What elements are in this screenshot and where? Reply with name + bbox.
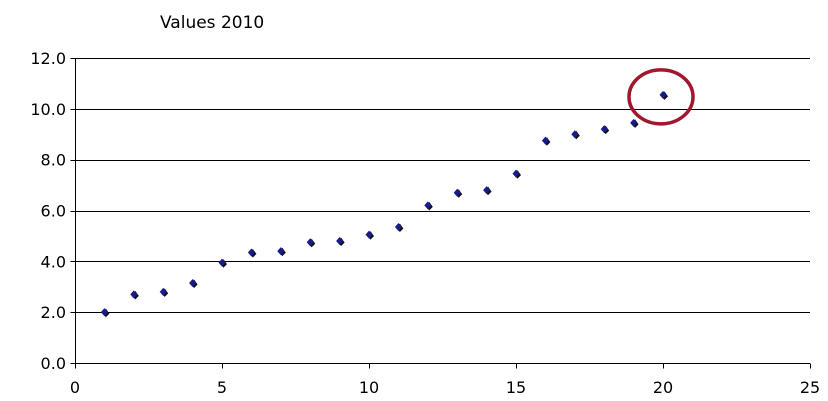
data-point [424, 201, 433, 211]
data-point-marker [571, 130, 579, 139]
data-point [630, 118, 639, 128]
data-point-marker [130, 290, 138, 299]
data-point [453, 188, 463, 198]
data-point-marker [512, 169, 520, 178]
data-point [394, 223, 404, 233]
data-point-layer [100, 90, 668, 318]
data-point-marker [277, 247, 285, 256]
x-tick-label: 20 [653, 378, 673, 397]
y-tick-label: 6.0 [41, 202, 66, 221]
x-tick-label: 10 [359, 378, 379, 397]
grid-layer [75, 58, 810, 313]
data-point [159, 287, 169, 297]
data-point-marker [630, 118, 638, 127]
data-point [483, 186, 492, 196]
data-point-marker [541, 136, 549, 145]
data-point [512, 169, 521, 179]
data-point-marker [394, 223, 402, 232]
chart-title: Values 2010 [160, 13, 264, 33]
data-point-marker [424, 201, 432, 210]
data-point [541, 136, 551, 146]
data-point [100, 308, 110, 318]
data-point [247, 248, 257, 258]
data-point [365, 230, 374, 240]
y-tick-label: 2.0 [41, 303, 66, 322]
y-tick-label: 12.0 [30, 49, 66, 68]
data-point-marker [453, 188, 461, 197]
data-point [571, 130, 580, 140]
y-tick-label: 8.0 [41, 151, 66, 170]
data-point-marker [483, 186, 491, 195]
tick-label-layer: 0.0 2.0 4.0 6.0 8.0 10.0 12.0 0 5 10 15 20 25 [30, 49, 820, 397]
x-tick-label: 15 [506, 378, 526, 397]
data-point-marker [247, 248, 255, 257]
data-point-marker [600, 125, 608, 134]
data-point-marker [365, 230, 373, 239]
data-point-marker [159, 287, 167, 296]
data-point-marker [100, 308, 108, 317]
x-tick-label: 0 [70, 378, 80, 397]
x-tick-label: 25 [800, 378, 820, 397]
y-tick-label: 0.0 [41, 354, 66, 373]
data-point [218, 258, 227, 268]
data-point-marker [189, 278, 197, 287]
y-tick-label: 4.0 [41, 252, 66, 271]
data-point [600, 125, 610, 135]
data-point-marker [306, 238, 314, 247]
y-tick-label: 10.0 [30, 100, 66, 119]
data-point [189, 278, 198, 288]
annotation-layer [627, 68, 695, 126]
highlight-circle [627, 68, 695, 126]
data-point [306, 238, 316, 248]
data-point [130, 290, 139, 300]
data-point-marker [218, 258, 226, 267]
data-point [659, 90, 668, 100]
axis-layer [70, 58, 811, 369]
x-tick-label: 5 [217, 378, 227, 397]
data-point [336, 237, 345, 246]
data-point [277, 247, 286, 257]
data-point-marker [336, 237, 344, 245]
data-point-marker [659, 90, 667, 99]
